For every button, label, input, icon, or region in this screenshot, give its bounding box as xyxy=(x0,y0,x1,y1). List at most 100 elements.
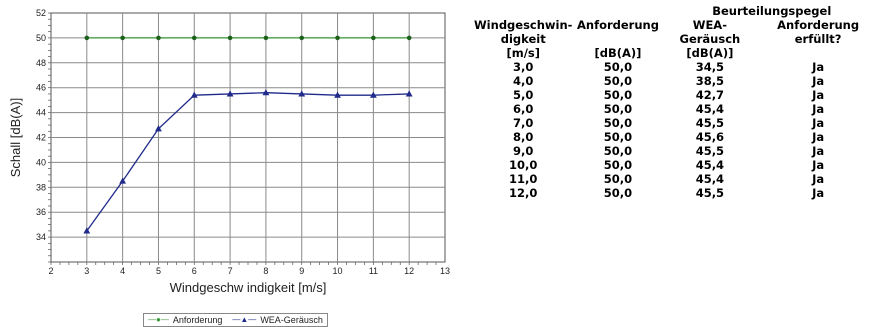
cell-anforderung-erfuellt: Ja xyxy=(812,116,825,130)
y-tick-label: 44 xyxy=(36,108,46,118)
col-header-anforderung: Anforderung xyxy=(576,18,659,32)
cell-anforderung-erfuellt: Ja xyxy=(812,130,825,144)
cell-wea-geraeusch: 45,4 xyxy=(695,102,725,116)
cell-anforderung: 50,0 xyxy=(603,116,633,130)
cell-wea-geraeusch: 38,5 xyxy=(695,74,725,88)
x-tick-label: 8 xyxy=(263,266,268,276)
cell-windgeschwindigkeit: 4,0 xyxy=(513,74,534,88)
table-row: 4,0 50,0 38,5 Ja xyxy=(474,74,880,88)
unit-windgeschwindigkeit: [m/s] xyxy=(506,46,540,60)
unit-wea-geraeusch: [dB(A)] xyxy=(686,46,734,60)
cell-windgeschwindigkeit: 11,0 xyxy=(509,172,538,186)
y-tick-label: 34 xyxy=(36,232,46,242)
table-row: 11,0 50,0 45,4 Ja xyxy=(474,172,880,186)
data-point-wea-geraeusch xyxy=(334,91,341,98)
col-header-windgeschwindigkeit: Windgeschwin- digkeit xyxy=(474,18,573,46)
cell-windgeschwindigkeit: 9,0 xyxy=(513,144,534,158)
data-point-anforderung xyxy=(120,35,125,41)
x-tick-label: 9 xyxy=(299,266,304,276)
y-tick-label: 38 xyxy=(36,182,46,192)
col-header-anforderung-erfuellt: Anforderung erfüllt? xyxy=(777,18,860,46)
table-row: 5,0 50,0 42,7 Ja xyxy=(474,88,880,102)
x-tick-label: 10 xyxy=(333,266,343,276)
x-tick-label: 12 xyxy=(404,266,414,276)
data-point-wea-geraeusch xyxy=(262,89,270,96)
cell-anforderung: 50,0 xyxy=(603,74,633,88)
data-point-anforderung xyxy=(227,35,233,41)
data-point-wea-geraeusch xyxy=(298,90,306,97)
cell-anforderung: 50,0 xyxy=(603,186,633,200)
y-tick-label: 52 xyxy=(36,8,46,18)
cell-wea-geraeusch: 45,5 xyxy=(695,144,725,158)
cell-windgeschwindigkeit: 12,0 xyxy=(509,186,538,200)
data-point-anforderung xyxy=(299,35,305,41)
cell-anforderung-erfuellt: Ja xyxy=(812,60,825,74)
legend-anforderung-label: Anforderung xyxy=(172,315,223,325)
x-tick-label: 2 xyxy=(48,266,53,276)
table-row: 7,0 50,0 45,5 Ja xyxy=(474,116,880,130)
data-point-wea-geraeusch xyxy=(369,91,377,98)
data-point-wea-geraeusch xyxy=(83,227,91,234)
cell-wea-geraeusch: 45,5 xyxy=(695,186,725,200)
cell-windgeschwindigkeit: 7,0 xyxy=(513,116,534,130)
y-tick-label: 36 xyxy=(36,207,46,217)
x-tick-label: 6 xyxy=(192,266,197,276)
legend-wea-marker: —▲— xyxy=(232,315,257,324)
x-tick-label: 11 xyxy=(369,266,378,276)
data-point-anforderung xyxy=(335,35,340,41)
y-axis-label: Schall [dB(A)] xyxy=(8,98,23,177)
x-tick-label: 5 xyxy=(156,266,161,276)
col-header-wea-geraeusch: WEA-Geräusch xyxy=(679,18,741,46)
cell-wea-geraeusch: 45,6 xyxy=(695,130,725,144)
data-point-wea-geraeusch xyxy=(226,90,234,97)
cell-windgeschwindigkeit: 6,0 xyxy=(513,102,534,116)
cell-anforderung-erfuellt: Ja xyxy=(812,172,825,186)
legend-wea-label: WEA-Geräusch xyxy=(260,315,323,325)
table-row: 8,0 50,0 45,6 Ja xyxy=(474,130,880,144)
data-point-anforderung xyxy=(191,35,197,41)
cell-anforderung: 50,0 xyxy=(603,88,633,102)
cell-anforderung-erfuellt: Ja xyxy=(812,102,825,116)
cell-wea-geraeusch: 45,4 xyxy=(695,158,725,172)
x-tick-label: 3 xyxy=(84,266,89,276)
unit-anforderung-erfuellt xyxy=(756,46,880,60)
data-point-wea-geraeusch xyxy=(405,90,413,97)
group-header-beurteilungspegel: Beurteilungspegel xyxy=(712,4,832,18)
data-point-anforderung xyxy=(406,35,412,41)
cell-wea-geraeusch: 45,5 xyxy=(695,116,725,130)
data-point-anforderung xyxy=(84,35,90,41)
data-point-anforderung xyxy=(371,35,376,41)
x-tick-label: 13 xyxy=(440,266,450,276)
data-point-wea-geraeusch xyxy=(119,177,127,184)
cell-windgeschwindigkeit: 3,0 xyxy=(513,60,534,74)
cell-windgeschwindigkeit: 5,0 xyxy=(513,88,534,102)
data-point-wea-geraeusch xyxy=(155,125,162,132)
cell-anforderung-erfuellt: Ja xyxy=(812,158,825,172)
cell-anforderung: 50,0 xyxy=(603,158,633,172)
y-tick-label: 48 xyxy=(36,58,46,68)
y-tick-label: 42 xyxy=(36,133,46,143)
series-line-wea-geraeusch xyxy=(86,92,410,232)
cell-anforderung-erfuellt: Ja xyxy=(812,88,825,102)
cell-anforderung: 50,0 xyxy=(603,130,633,144)
table-row: 9,0 50,0 45,5 Ja xyxy=(474,144,880,158)
cell-windgeschwindigkeit: 10,0 xyxy=(509,158,538,172)
x-tick-label: 7 xyxy=(228,266,233,276)
cell-anforderung: 50,0 xyxy=(603,144,633,158)
y-tick-label: 46 xyxy=(36,83,46,93)
table-row: 12,0 50,0 45,5 Ja xyxy=(474,186,880,200)
legend-anforderung-marker: —●— xyxy=(148,315,169,324)
data-point-anforderung xyxy=(263,35,269,41)
table-row: 3,0 50,0 34,5 Ja xyxy=(474,60,880,74)
cell-anforderung: 50,0 xyxy=(603,102,633,116)
y-tick-label: 50 xyxy=(36,33,46,43)
line-chart: 2 3 4 5 6 7 8 9 10 11 12 1334363840424446485052Wind… xyxy=(8,8,450,295)
cell-anforderung: 50,0 xyxy=(603,60,633,74)
results-table: Beurteilungspegel Windgeschwin- digkeit … xyxy=(474,4,880,200)
table-row: 6,0 50,0 45,4 Ja xyxy=(474,102,880,116)
cell-windgeschwindigkeit: 8,0 xyxy=(513,130,534,144)
data-point-anforderung xyxy=(156,35,161,41)
cell-wea-geraeusch: 45,4 xyxy=(695,172,725,186)
x-axis-label: Windgeschw indigkeit [m/s] xyxy=(170,280,327,295)
x-tick-label: 4 xyxy=(120,266,125,276)
